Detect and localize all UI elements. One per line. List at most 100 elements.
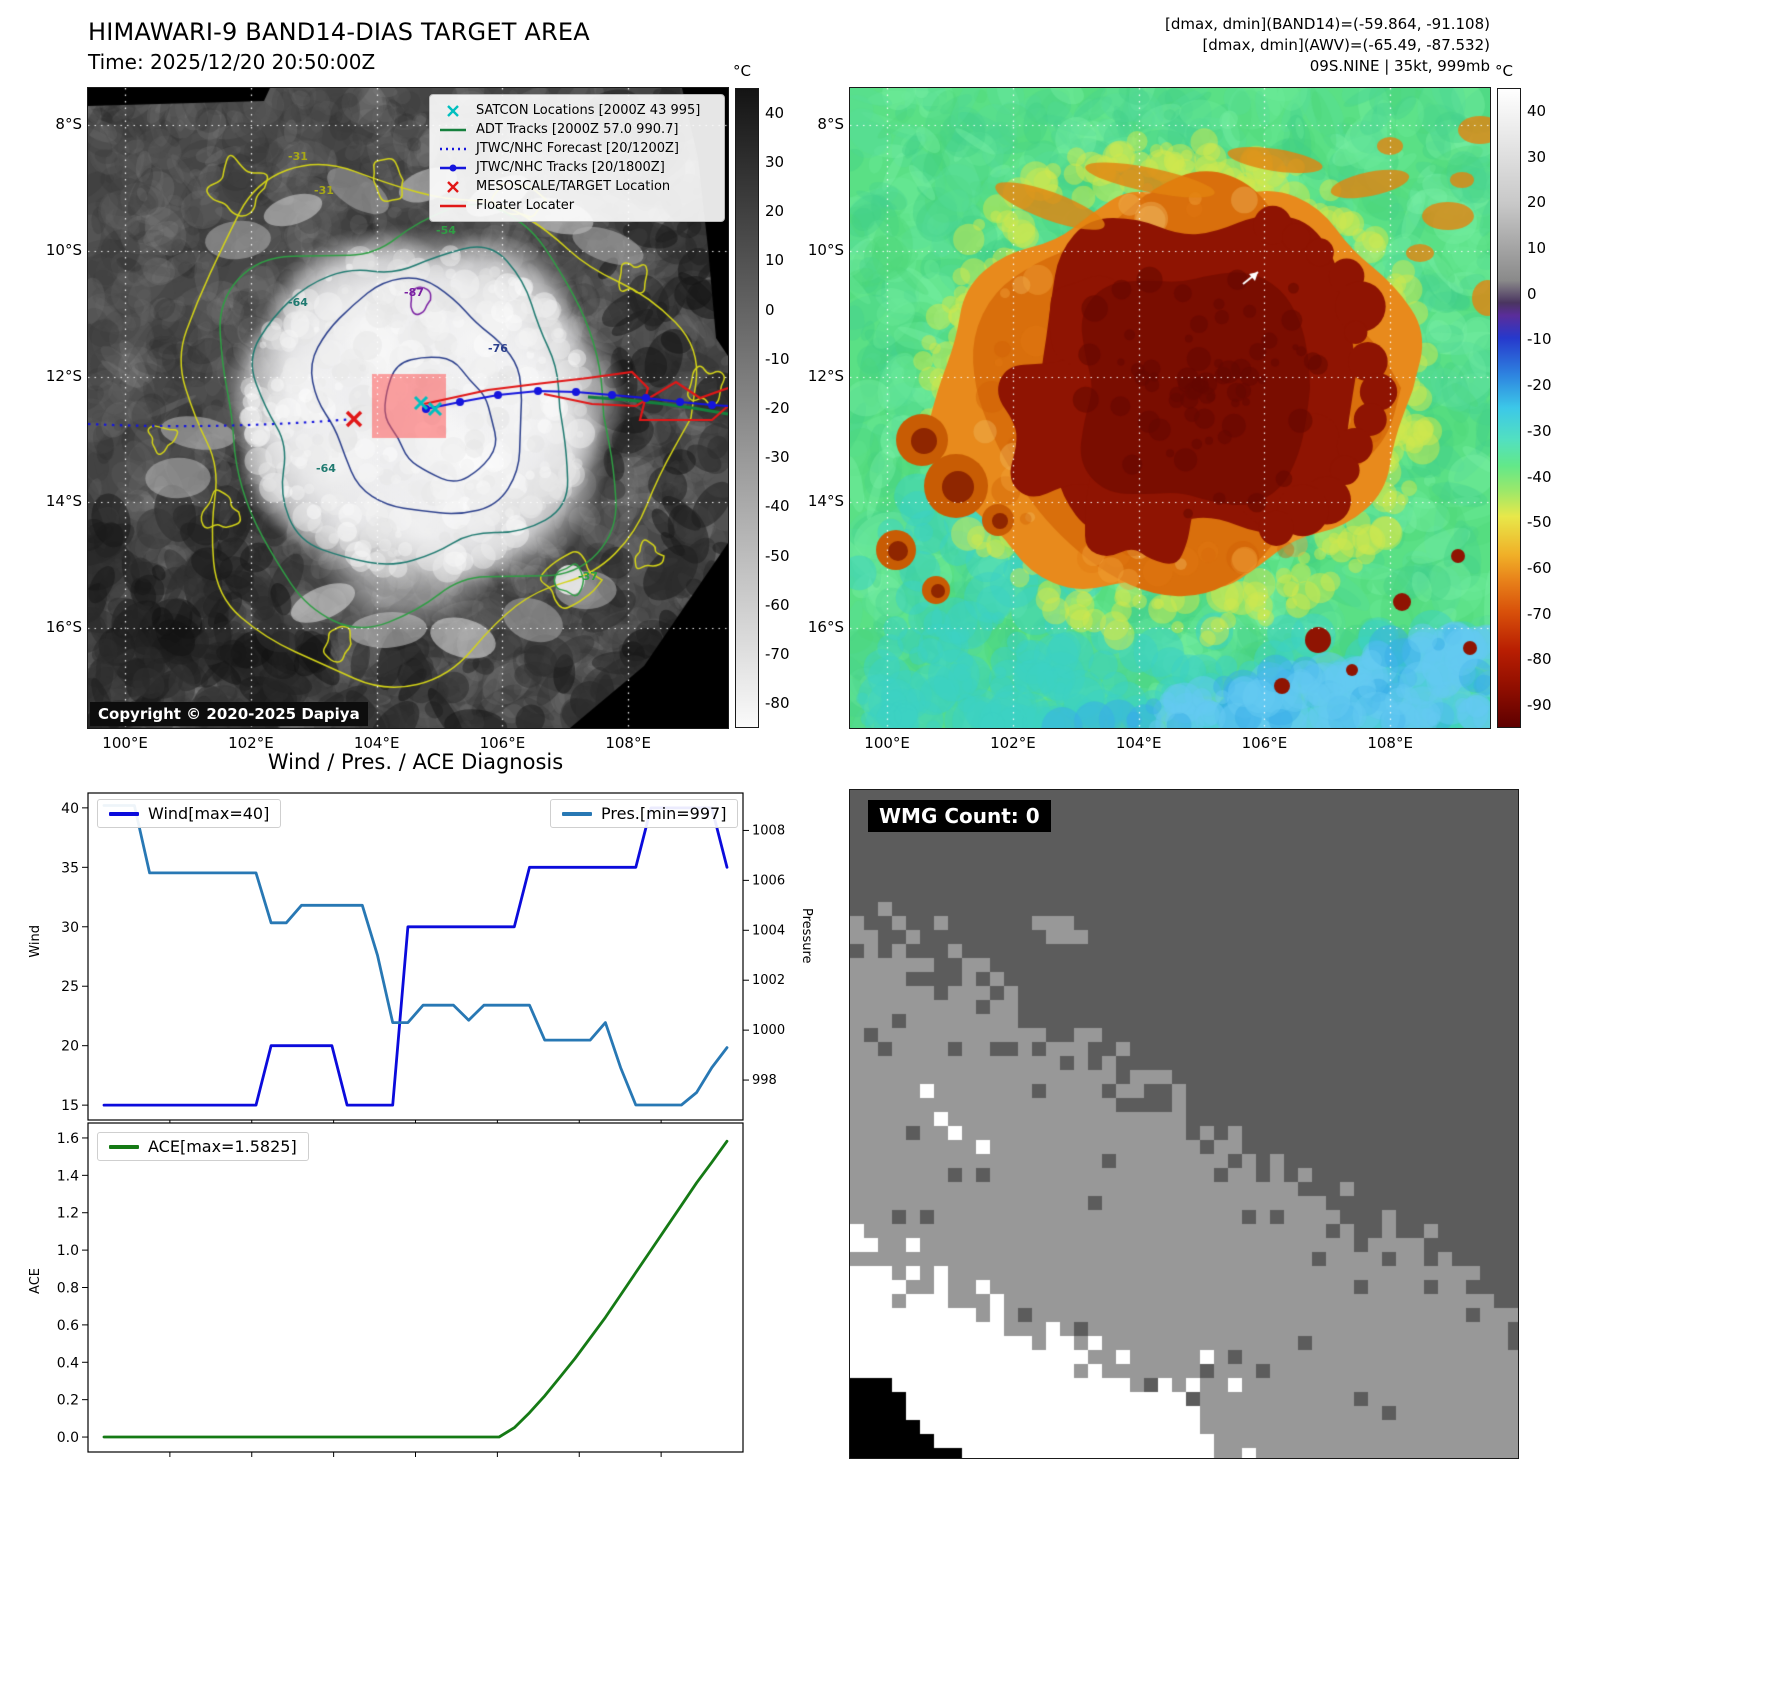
svg-text:1000: 1000: [752, 1023, 785, 1038]
colorbar-tick-band14: -40: [765, 497, 790, 516]
colorbar-tick-awv: -40: [1527, 467, 1552, 486]
lat-tick-label-awv: 12°S: [807, 366, 844, 385]
wmg-panel: WMG Count: 0: [849, 789, 1519, 1459]
colorbar-tick-band14: 30: [765, 152, 785, 171]
svg-text:35: 35: [61, 860, 79, 876]
storm-stats-header: [dmax, dmin](BAND14)=(-59.864, -91.108) …: [900, 14, 1490, 77]
ace-legend-label: ACE[max=1.5825]: [148, 1137, 297, 1156]
colorbar-tick-band14: 0: [765, 300, 775, 319]
svg-text:0.4: 0.4: [57, 1355, 79, 1371]
svg-text:1.6: 1.6: [57, 1131, 79, 1147]
lon-tick-label-awv: 104°E: [1115, 734, 1162, 752]
svg-text:1004: 1004: [752, 923, 785, 938]
pressure-legend: Pres.[min=997]: [550, 799, 739, 828]
wmg-classification-image: [850, 790, 1518, 1458]
colorbar-tick-awv: -70: [1527, 604, 1552, 623]
svg-text:1.4: 1.4: [57, 1168, 79, 1184]
lat-tick-label-awv: 8°S: [817, 115, 844, 134]
ace-legend-swatch: [109, 1144, 139, 1149]
svg-text:1006: 1006: [752, 873, 785, 888]
line-marker-icon: [440, 128, 466, 131]
svg-text:40: 40: [61, 801, 79, 817]
contour-label: -31: [314, 184, 334, 197]
lon-tick-label-awv: 106°E: [1241, 734, 1288, 752]
contour-label: -76: [488, 342, 508, 355]
colorbar-tick-awv: -50: [1527, 513, 1552, 532]
band14-colorbar-unit: °C: [733, 62, 751, 80]
colorbar-tick-band14: 20: [765, 202, 785, 221]
lon-tick-label-band14: 106°E: [479, 734, 526, 752]
colorbar-tick-band14: 10: [765, 251, 785, 270]
legend-item-5: Floater Locater: [438, 196, 716, 215]
lon-tick-label-awv: 102°E: [990, 734, 1036, 752]
contour-label: -64: [288, 296, 308, 309]
svg-text:25: 25: [61, 979, 79, 995]
band14-title: HIMAWARI-9 BAND14-DIAS TARGET AREA: [88, 18, 590, 46]
legend-item-label: JTWC/NHC Tracks [20/1800Z]: [476, 160, 665, 175]
wind-pressure-chart: 15 20 25 30 35 40 998 1000 1002 1004 1006 1008: [61, 792, 785, 1125]
lon-tick-label-awv: 108°E: [1367, 734, 1413, 752]
colorbar-tick-awv: 40: [1527, 101, 1547, 120]
ace-chart: 0.0 0.2 0.4 0.6 0.8 1.0 1.2 1.4 1.6: [57, 1122, 744, 1457]
wind-legend-label: Wind[max=40]: [148, 804, 270, 823]
wind-axis-label: Wind: [28, 925, 43, 958]
storm-id-intensity: 09S.NINE | 35kt, 999mb: [1309, 57, 1490, 75]
colorbar-tick-awv: -10: [1527, 330, 1552, 349]
band14-colorbar: [735, 88, 759, 728]
pressure-legend-swatch: [562, 811, 592, 816]
contour-label: -54: [436, 224, 456, 237]
x-marker-icon: [447, 104, 459, 117]
contour-label: -31: [288, 150, 308, 163]
lon-tick-label-band14: 104°E: [353, 734, 400, 752]
colorbar-tick-awv: 30: [1527, 147, 1547, 166]
colorbar-tick-band14: -30: [765, 448, 790, 467]
colorbar-tick-awv: -60: [1527, 559, 1552, 577]
wind-legend: Wind[max=40]: [97, 799, 282, 828]
legend-item-label: SATCON Locations [2000Z 43 995]: [476, 103, 701, 118]
lat-tick-label-awv: 16°S: [807, 618, 844, 637]
colorbar-tick-awv: 0: [1527, 284, 1537, 303]
lon-tick-label-awv: 100°E: [864, 734, 910, 752]
lat-tick-label-band14: 8°S: [55, 115, 82, 134]
pressure-legend-label: Pres.[min=997]: [601, 804, 727, 823]
colorbar-tick-band14: -70: [765, 645, 790, 664]
legend-item-0: SATCON Locations [2000Z 43 995]: [438, 101, 716, 120]
ace-series-line: [102, 1139, 729, 1439]
colorbar-tick-band14: -50: [765, 546, 790, 565]
svg-text:1002: 1002: [752, 973, 785, 988]
legend-item-4: MESOSCALE/TARGET Location: [438, 177, 716, 196]
svg-text:0.6: 0.6: [57, 1318, 79, 1334]
colorbar-tick-band14: 40: [765, 103, 785, 122]
map-legend: SATCON Locations [2000Z 43 995] ADT Track…: [429, 94, 725, 222]
svg-text:20: 20: [61, 1039, 79, 1055]
svg-text:0.0: 0.0: [57, 1430, 79, 1446]
awv-map: [849, 87, 1491, 729]
lon-tick-label-band14: 108°E: [605, 734, 651, 752]
ace-legend: ACE[max=1.5825]: [97, 1132, 309, 1161]
line-dot-marker-icon: [440, 164, 466, 171]
lat-tick-label-band14: 12°S: [45, 366, 82, 385]
legend-item-1: ADT Tracks [2000Z 57.0 990.7]: [438, 120, 716, 139]
lat-tick-label-awv: 14°S: [807, 492, 844, 511]
svg-text:0.8: 0.8: [57, 1281, 79, 1297]
x-marker-icon: [447, 180, 459, 193]
contour-label: -87: [404, 286, 424, 299]
svg-text:1.2: 1.2: [57, 1206, 79, 1222]
contour-label: -64: [316, 462, 336, 475]
wind-legend-swatch: [109, 811, 139, 816]
awv-colorbar: [1497, 88, 1521, 728]
band14-map: SATCON Locations [2000Z 43 995] ADT Track…: [87, 87, 729, 729]
legend-item-label: ADT Tracks [2000Z 57.0 990.7]: [476, 122, 679, 137]
colorbar-tick-awv: 10: [1527, 239, 1547, 257]
svg-text:30: 30: [61, 920, 79, 936]
pressure-axis-label: Pressure: [799, 908, 814, 964]
legend-item-3: JTWC/NHC Tracks [20/1800Z]: [438, 158, 716, 177]
pressure-series-line: [102, 804, 729, 1107]
lat-tick-label-band14: 14°S: [45, 492, 82, 511]
copyright-label: Copyright © 2020-2025 Dapiya: [90, 702, 368, 726]
colorbar-tick-awv: -30: [1527, 421, 1552, 440]
colorbar-tick-awv: 20: [1527, 193, 1547, 212]
lon-tick-label-band14: 102°E: [228, 734, 274, 752]
band14-time: Time: 2025/12/20 20:50:00Z: [88, 50, 376, 74]
lon-tick-label-band14: 100°E: [102, 734, 148, 752]
